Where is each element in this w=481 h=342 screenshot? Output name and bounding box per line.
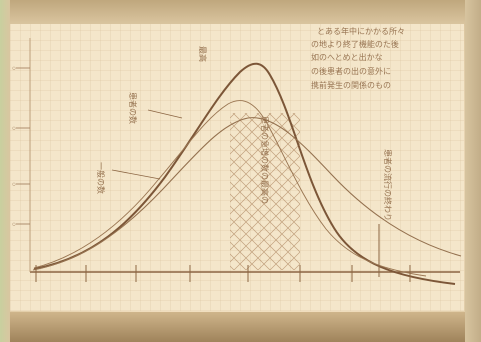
center-column-note: 患者の急増の数の最高の	[260, 116, 270, 204]
curve-label-left: 一般の数	[96, 162, 106, 194]
top-right-note-line-1: とある年中にかかる所々	[317, 26, 405, 36]
svg-text:◦: ◦	[11, 124, 17, 135]
top-right-note-line-5: 携前発生の関係のもの	[311, 80, 391, 90]
handwritten-scribbles: ◦ ◦ ◦ ◦	[11, 64, 17, 231]
label-pointer-left	[111, 169, 161, 180]
svg-text:◦: ◦	[11, 64, 17, 75]
main-curve	[33, 62, 456, 285]
left-scale-marks	[16, 67, 30, 225]
hatched-area	[230, 113, 300, 270]
x-axis-marks	[35, 265, 411, 282]
curve-label-upper: 患者の数	[128, 92, 138, 124]
top-right-note-line-3: 如のへとめと出かな	[311, 52, 383, 62]
svg-text:◦: ◦	[11, 180, 17, 191]
notebook-right-edge	[465, 0, 481, 342]
right-note: 患者の流行の終わり	[383, 149, 393, 221]
notebook-left-edge	[0, 0, 10, 342]
notebook-bottom-binding	[0, 312, 481, 342]
notebook-top-binding	[0, 0, 481, 26]
lower-curve	[32, 117, 462, 271]
top-right-note-line-4: の後患者の出の意外に	[311, 66, 391, 76]
top-right-note: とある年中にかかる所々 の地より終了機能のた後 如のへとめと出かな の後患者の出…	[311, 26, 405, 90]
svg-text:◦: ◦	[11, 220, 17, 231]
label-pointer-upper	[147, 109, 183, 119]
inner-curve	[33, 100, 427, 277]
peak-label: 最高	[198, 46, 208, 62]
top-right-note-line-2: の地より終了機能のた後	[311, 39, 399, 49]
